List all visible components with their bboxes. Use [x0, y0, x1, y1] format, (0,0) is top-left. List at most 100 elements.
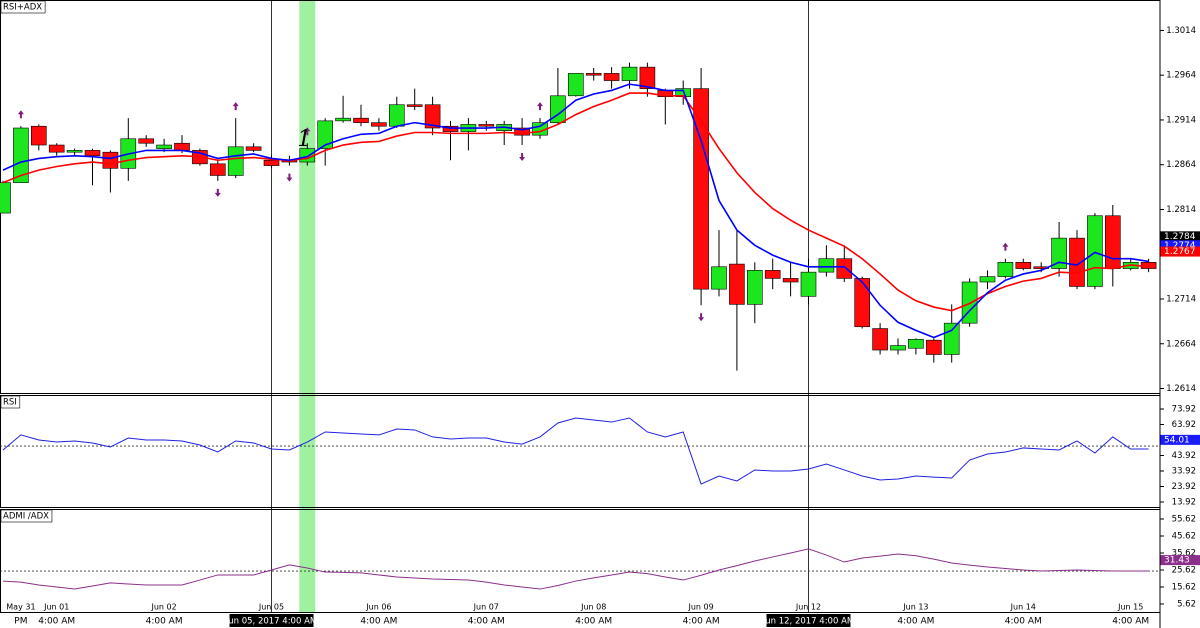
x-tick-label: Jun 13: [902, 603, 928, 612]
y-tick-label: 1.2814: [1166, 205, 1196, 215]
price-tag: 1.2784: [1164, 232, 1196, 242]
x-tick-label: Jun 06: [365, 603, 391, 612]
candle-body: [317, 120, 334, 149]
candle-body: [174, 142, 190, 151]
moving-average: [2, 83, 1149, 339]
y-tick-label: 1.2914: [1166, 115, 1196, 125]
candle-body: [621, 66, 638, 81]
candle-body: [943, 322, 960, 355]
y-tick-label: 63.92: [1172, 420, 1196, 430]
time-label: 4:00 AM: [683, 617, 720, 627]
y-tick-label: 5.62: [1177, 599, 1196, 609]
y-tick-label: 1.3014: [1166, 26, 1196, 36]
time-label: 4:00 AM: [1005, 617, 1042, 627]
x-tick-label: Jun 05: [258, 603, 284, 612]
indicator-line: [2, 417, 1149, 485]
price-tag-bg: [1160, 240, 1200, 251]
x-tick-label: Jun 14: [1010, 603, 1036, 612]
x-tick-label: May 31: [6, 603, 35, 612]
candle-body: [782, 278, 799, 283]
time-label: PM: [14, 617, 27, 627]
signal-down-arrow: [698, 313, 705, 322]
value-tag: 54.01: [1164, 435, 1190, 445]
y-tick-label: 25.62: [1172, 565, 1196, 575]
value-tag: 31.43: [1164, 556, 1190, 566]
price-tag-bg: [1160, 246, 1200, 257]
signal-up-arrow: [232, 102, 239, 111]
candle-body: [872, 328, 888, 351]
time-label: 4:00 AM: [360, 617, 397, 627]
moving-average: [2, 92, 1149, 312]
candle-body: [746, 270, 763, 305]
x-tick-label: Jun 15: [1117, 603, 1143, 612]
candle-body: [890, 345, 906, 351]
y-tick-label: 45.62: [1172, 531, 1196, 541]
panel-title: RSI+ADX: [3, 3, 42, 13]
candle-body: [764, 270, 781, 279]
candle-body: [836, 258, 853, 279]
y-tick-label: 73.92: [1172, 404, 1196, 414]
candle-body: [1051, 237, 1067, 269]
panel-title-box: [0, 0, 46, 14]
crosshair-label-bg: [229, 614, 314, 627]
candle-body: [406, 104, 423, 107]
candle-body: [639, 66, 656, 89]
y-tick-label: 43.92: [1172, 451, 1196, 461]
candle-body: [729, 263, 745, 305]
candle-body: [1087, 215, 1103, 287]
candle-body: [13, 127, 29, 183]
price-tag-bg: [1160, 231, 1200, 242]
signal-down-arrow: [214, 188, 221, 197]
x-tick-label: Jun 08: [580, 603, 606, 612]
time-label: 4:00 AM: [468, 617, 505, 627]
time-label: 4:00 AM: [38, 617, 75, 627]
candle-body: [585, 73, 602, 76]
crosshair-label: Jun 12, 2017 4:00 AM: [762, 617, 854, 627]
signal-down-arrow: [519, 153, 526, 162]
y-tick-label: 1.2664: [1166, 339, 1196, 349]
y-tick-label: 1.2864: [1166, 160, 1196, 170]
candle-body: [1015, 261, 1032, 269]
signal-down-arrow: [286, 173, 293, 182]
value-tag-bg: [1160, 434, 1200, 445]
y-tick-label: 33.92: [1172, 467, 1196, 477]
highlight-band: [299, 0, 316, 612]
time-label: 4:00 AM: [897, 617, 934, 627]
y-tick-label: 23.92: [1172, 482, 1196, 492]
panel-title-box: [0, 395, 21, 409]
y-tick-label: 35.62: [1172, 548, 1196, 558]
y-tick-label: 1.2614: [1166, 384, 1196, 394]
annotation: 1: [297, 127, 311, 152]
x-tick-label: Jun 12: [795, 603, 821, 612]
signal-up-arrow: [304, 127, 311, 136]
candle-body: [854, 278, 871, 328]
signal-up-arrow: [1002, 242, 1009, 251]
candle-body: [925, 339, 942, 355]
candle-body: [353, 117, 369, 123]
x-tick-label: Jun 07: [473, 603, 499, 612]
candle-body: [1140, 261, 1157, 269]
y-tick-label: 15.62: [1172, 582, 1196, 592]
candle-body: [442, 125, 459, 132]
candle-body: [84, 150, 101, 157]
crosshair-label-bg: [766, 614, 851, 627]
signal-up-arrow: [17, 110, 24, 119]
panel-title-box: [0, 509, 53, 523]
indicator-line: [2, 548, 1149, 590]
candle-body: [371, 122, 387, 127]
price-tag: 1.2774: [1164, 241, 1196, 251]
crosshair-label: Jun 05, 2017 4:00 AM: [225, 617, 317, 627]
candle-body: [30, 125, 47, 146]
time-label: 4:00 AM: [1112, 617, 1149, 627]
candle-body: [424, 104, 441, 129]
candle-body: [48, 144, 65, 153]
candle-body: [263, 159, 280, 166]
x-tick-label: Jun 02: [150, 603, 176, 612]
panel-title: ADMI /ADX: [3, 512, 49, 522]
candle-body: [567, 73, 584, 97]
candle-body: [478, 124, 495, 127]
candle-body: [335, 117, 351, 122]
candle-body: [0, 182, 11, 214]
candle-body: [1069, 237, 1085, 287]
